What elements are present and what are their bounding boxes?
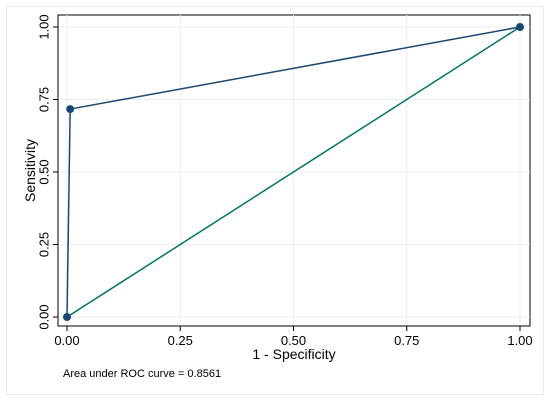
y-axis-label: Sensitivity xyxy=(22,139,38,202)
y-tick-label: 1.00 xyxy=(36,14,51,39)
auc-note: Area under ROC curve = 0.8561 xyxy=(63,368,221,380)
points-layer xyxy=(63,23,524,321)
x-tick-label: 0.75 xyxy=(394,333,419,348)
x-axis-label: 1 - Specificity xyxy=(252,346,335,362)
reference-line xyxy=(66,26,521,318)
x-ticks: 0.00 0.25 0.50 0.75 1.00 xyxy=(54,326,533,348)
x-tick-label: 0.00 xyxy=(54,333,79,348)
roc-point xyxy=(66,105,75,114)
y-tick-label: 0.75 xyxy=(36,87,51,112)
y-tick-label: 0.00 xyxy=(36,304,51,329)
x-tick-label: 0.50 xyxy=(281,333,306,348)
roc-point xyxy=(63,313,71,321)
x-tick-label: 1.00 xyxy=(507,333,532,348)
y-tick-label: 0.50 xyxy=(36,159,51,184)
grid-lines xyxy=(58,15,530,326)
y-tick-label: 0.25 xyxy=(36,232,51,257)
x-tick-label: 0.25 xyxy=(168,333,193,348)
y-ticks: 0.00 0.25 0.50 0.75 1.00 xyxy=(36,14,58,330)
roc-point xyxy=(516,23,524,31)
